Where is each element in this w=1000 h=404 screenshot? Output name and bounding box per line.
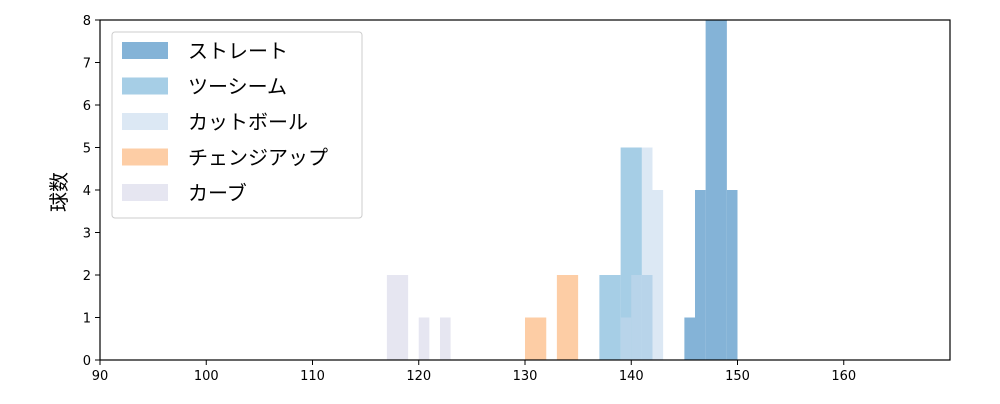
bar-series-0-bin-2 — [705, 20, 727, 360]
bar-series-2-bin-0 — [620, 317, 632, 360]
bar-series-4-bin-0 — [386, 275, 409, 360]
x-tick-label: 110 — [300, 369, 325, 384]
legend-label: カーブ — [188, 181, 247, 205]
bar-series-2-bin-3 — [652, 190, 664, 360]
x-tick-label: 140 — [619, 369, 644, 384]
y-axis: 0 1 2 3 4 5 6 7 8 — [83, 14, 100, 369]
bars-layer — [386, 20, 738, 360]
y-tick-label: 5 — [83, 142, 91, 157]
x-tick-label: 150 — [725, 369, 750, 384]
y-tick-label: 8 — [83, 14, 91, 29]
y-tick-label: 3 — [83, 227, 91, 242]
x-tick-label: 130 — [513, 369, 538, 384]
x-tick-label: 160 — [831, 369, 856, 384]
y-tick-label: 1 — [83, 312, 91, 327]
y-tick-label: 0 — [83, 354, 91, 369]
legend-swatch — [122, 77, 168, 95]
x-tick-label: 120 — [406, 369, 431, 384]
bar-series-3-bin-0 — [525, 317, 547, 360]
bar-series-0-bin-1 — [695, 190, 706, 360]
bar-series-1-bin-0 — [599, 275, 621, 360]
legend-box — [111, 31, 363, 219]
y-tick-label: 7 — [83, 57, 91, 72]
legend-swatch — [122, 113, 168, 130]
bar-series-4-bin-2 — [440, 317, 451, 360]
x-tick-label: 100 — [194, 369, 219, 384]
bar-series-2-bin-1 — [631, 275, 642, 360]
bar-series-4-bin-1 — [418, 317, 430, 360]
legend-label: チェンジアップ — [188, 146, 328, 170]
legend-label: ツーシーム — [188, 75, 287, 99]
bar-series-3-bin-1 — [556, 275, 579, 360]
legend-label: カットボール — [188, 110, 308, 134]
legend-swatch — [122, 148, 168, 166]
y-tick-label: 4 — [83, 184, 91, 199]
legend-label: ストレート — [188, 39, 288, 63]
bar-series-0-bin-0 — [684, 317, 695, 360]
y-tick-label: 6 — [83, 99, 91, 114]
bar-series-2-bin-2 — [641, 147, 653, 360]
legend-swatch — [122, 42, 168, 59]
y-tick-label: 2 — [83, 269, 91, 284]
legend-swatch — [122, 184, 168, 201]
bar-series-0-bin-3 — [726, 190, 738, 360]
y-axis-label: 球数 — [47, 172, 71, 212]
x-tick-label: 90 — [92, 369, 109, 384]
x-axis: 90 100 110 120 130 140 150 160 — [92, 360, 856, 384]
